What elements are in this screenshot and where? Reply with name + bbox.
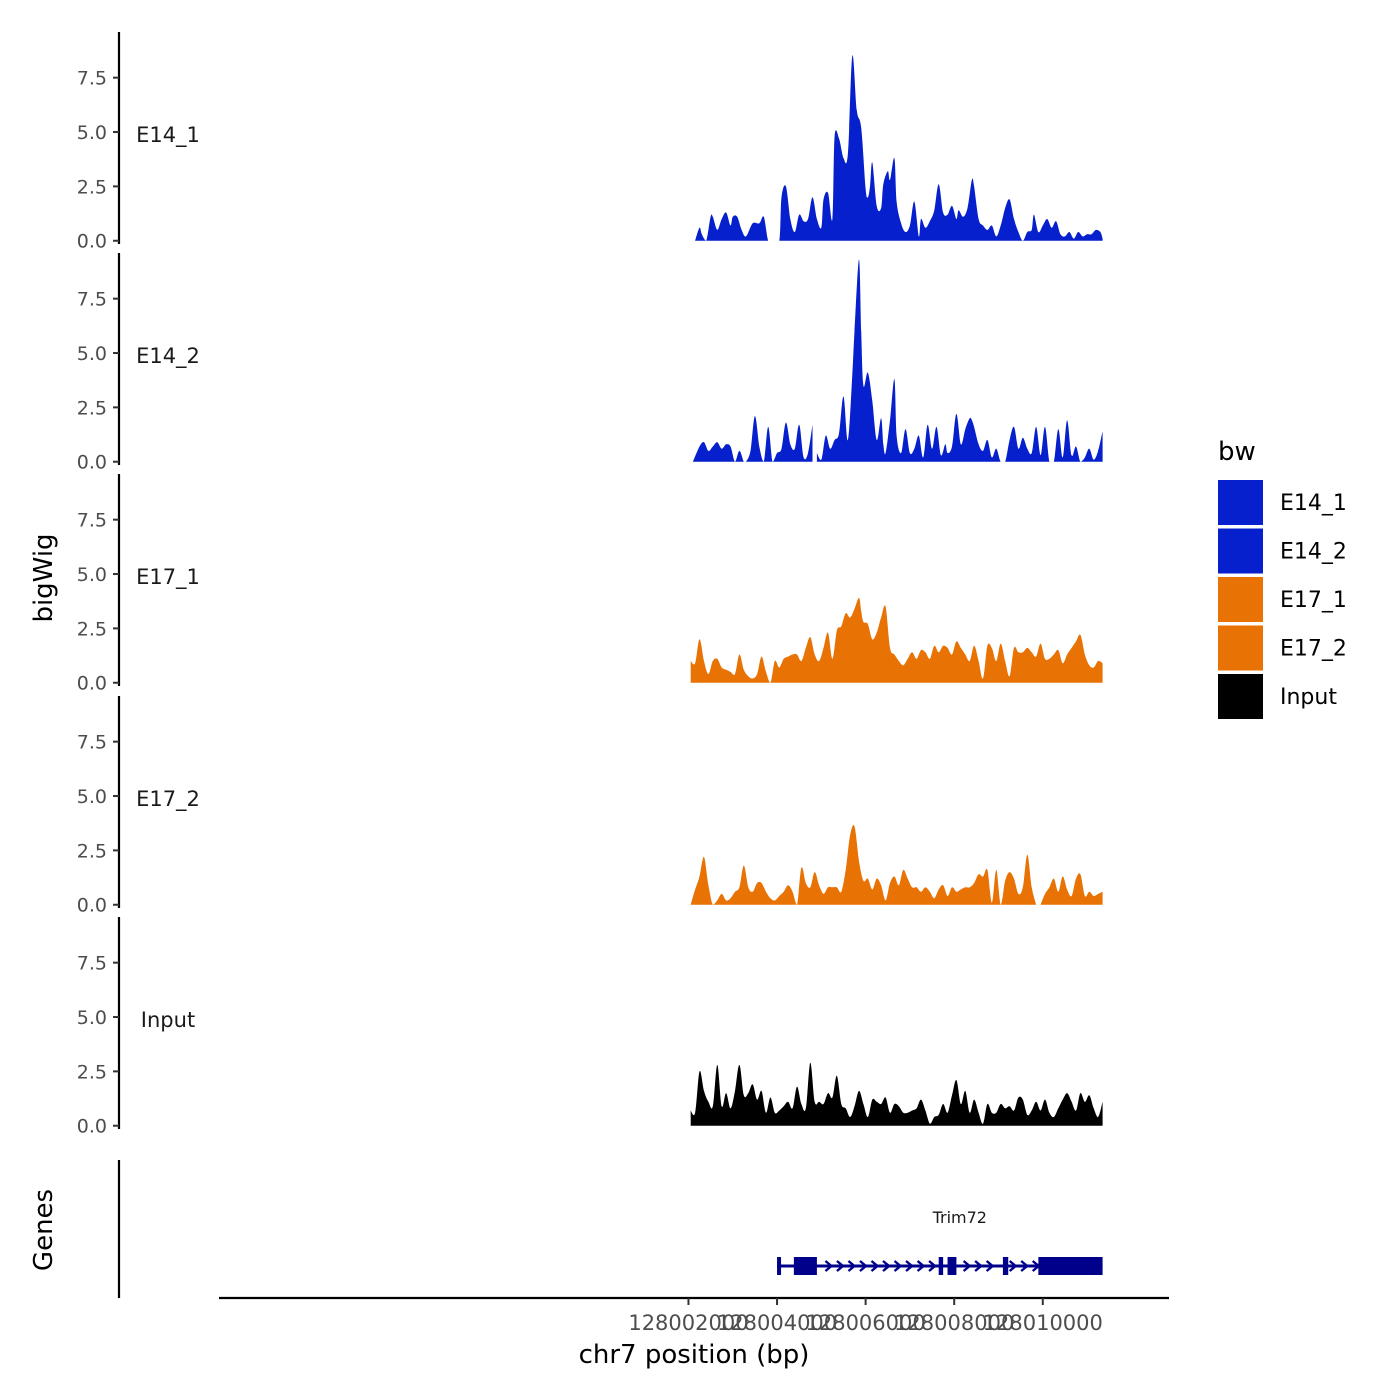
legend-title: bw — [1218, 437, 1256, 467]
signal-area — [695, 55, 1103, 241]
track-E14_2: 0.0 2.5 5.0 7.5 E14_2 — [77, 253, 1103, 474]
y-tick-label: 0.0 — [77, 673, 107, 695]
y-tick-label: 0.0 — [77, 1116, 107, 1138]
signal-area — [816, 259, 1103, 462]
y-tick-label: 5.0 — [77, 786, 107, 808]
x-tick-label: 128010000 — [983, 1311, 1103, 1335]
y-tick-label: 2.5 — [77, 176, 107, 198]
x-tick-label: 128004000 — [717, 1311, 837, 1335]
legend-label: E17_1 — [1280, 588, 1347, 613]
strand-arrow — [859, 1260, 868, 1272]
strand-arrow — [1008, 1260, 1018, 1272]
y-tick-label: 2.5 — [77, 618, 107, 640]
strand-arrow — [824, 1260, 834, 1272]
strand-arrow — [974, 1260, 983, 1272]
gene-exon — [777, 1257, 782, 1275]
legend-key — [1218, 577, 1263, 622]
strand-arrow — [836, 1260, 845, 1272]
legend-key — [1218, 625, 1263, 671]
legend-key — [1218, 528, 1263, 574]
track-Input: 0.0 2.5 5.0 7.5 Input — [77, 917, 1103, 1138]
strand-arrow — [985, 1260, 995, 1272]
signal-area — [690, 1062, 1103, 1126]
y-tick-label: 7.5 — [77, 732, 107, 754]
legend-key — [1218, 480, 1263, 525]
legend-label: E14_1 — [1280, 491, 1347, 516]
y-tick-label: 7.5 — [77, 289, 107, 311]
strand-arrow — [847, 1260, 857, 1272]
gene-name-label: Trim72 — [932, 1208, 987, 1227]
legend: bw E14_1 E14_2 E17_1 E17_2 Input — [1218, 437, 1347, 719]
y-tick-label: 7.5 — [77, 510, 107, 532]
y-tick-label: 7.5 — [77, 68, 107, 90]
strand-arrow — [870, 1260, 880, 1272]
track-label: E17_1 — [136, 565, 200, 590]
y-tick-label: 5.0 — [77, 122, 107, 144]
y-tick-label: 5.0 — [77, 343, 107, 365]
y-tick-label: 5.0 — [77, 564, 107, 586]
x-tick-label: 128008000 — [894, 1311, 1014, 1335]
tracks-layer: 0.0 2.5 5.0 7.5 E14_1 0.0 2.5 5.0 7.5 E14_2 0.0 2.5… — [77, 32, 1103, 1138]
track-label: E17_2 — [136, 787, 200, 812]
track-label: E14_2 — [136, 344, 200, 369]
track-label: Input — [141, 1008, 195, 1032]
strand-arrow — [905, 1260, 914, 1272]
signal-area — [690, 824, 1037, 905]
y-tick-label: 2.5 — [77, 840, 107, 862]
legend-label: Input — [1280, 685, 1337, 710]
gene-exon — [1038, 1257, 1103, 1275]
signal-area — [692, 416, 813, 462]
x-axis-title: chr7 position (bp) — [579, 1340, 810, 1370]
signal-area — [690, 597, 1103, 683]
y-tick-label: 0.0 — [77, 231, 107, 253]
legend-label: E14_2 — [1280, 540, 1347, 565]
strand-arrow — [1020, 1260, 1030, 1272]
gene-exon — [1002, 1257, 1009, 1275]
x-axis: 1280020001280040001280060001280080001280… — [219, 1296, 1169, 1335]
genes-axis-title: Genes — [29, 1189, 59, 1271]
track-E17_1: 0.0 2.5 5.0 7.5 E17_1 — [77, 474, 1103, 695]
y-tick-label: 7.5 — [77, 953, 107, 975]
signal-area — [1040, 873, 1103, 905]
strand-arrow — [962, 1260, 972, 1272]
y-tick-label: 5.0 — [77, 1007, 107, 1029]
y-tick-label: 2.5 — [77, 397, 107, 419]
gene-exon — [938, 1257, 944, 1275]
y-axis-title: bigWig — [29, 533, 59, 622]
track-E17_2: 0.0 2.5 5.0 7.5 E17_2 — [77, 696, 1103, 917]
legend-key — [1218, 674, 1263, 719]
strand-arrow — [928, 1260, 937, 1272]
strand-arrow — [882, 1260, 891, 1272]
strand-arrow — [893, 1260, 903, 1272]
gene-exon — [947, 1257, 957, 1275]
genes-panel: Trim72 — [117, 1160, 1103, 1298]
x-tick-label: 128006000 — [805, 1311, 925, 1335]
gene-exon — [793, 1257, 817, 1275]
legend-label: E17_2 — [1280, 637, 1347, 662]
y-tick-label: 2.5 — [77, 1061, 107, 1083]
track-E14_1: 0.0 2.5 5.0 7.5 E14_1 — [77, 32, 1103, 253]
y-tick-label: 0.0 — [77, 452, 107, 474]
x-tick-label: 128002000 — [628, 1311, 748, 1335]
strand-arrow — [916, 1260, 926, 1272]
y-tick-label: 0.0 — [77, 895, 107, 917]
track-label: E14_1 — [136, 123, 200, 148]
